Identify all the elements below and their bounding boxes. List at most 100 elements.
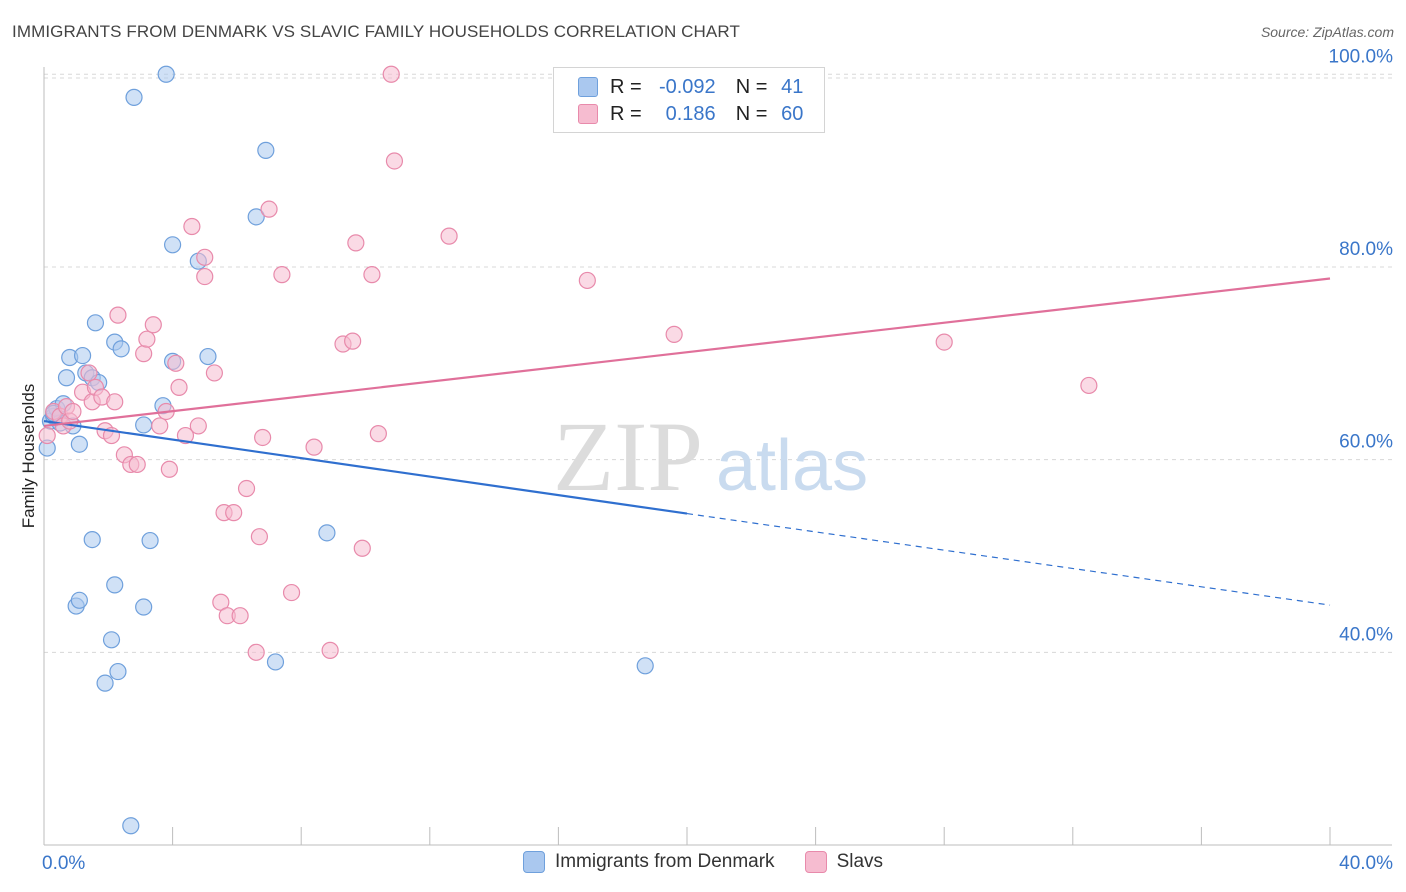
slavs-point <box>205 364 223 382</box>
slavs-point <box>321 641 339 659</box>
n-label: N = <box>735 102 768 125</box>
slavs-point <box>106 393 124 411</box>
slavs-point <box>160 460 178 478</box>
denmark-swatch <box>522 851 545 873</box>
slavs-trend-line <box>43 277 1331 428</box>
slavs-swatch <box>804 851 827 873</box>
watermark: ZIP atlas <box>553 401 868 512</box>
denmark-point <box>135 416 153 434</box>
denmark-point <box>157 65 175 83</box>
slavs-point <box>144 316 162 334</box>
denmark-point <box>636 657 654 675</box>
denmark-point <box>199 347 217 366</box>
denmark-trend-extension <box>686 512 1331 606</box>
slavs-point <box>382 65 400 83</box>
denmark-point <box>86 314 105 332</box>
trend-lines <box>43 277 1331 606</box>
y-tick-label: 60.0% <box>1339 432 1393 453</box>
r-value: 0.186 <box>665 102 716 125</box>
legend-item-slavs[interactable]: Slavs <box>804 851 884 873</box>
y-tick-label: 40.0% <box>1339 624 1393 645</box>
slavs-point <box>183 217 201 236</box>
denmark-point <box>141 531 159 550</box>
denmark-point <box>109 662 127 681</box>
slavs-point <box>151 417 169 435</box>
r-label: R = <box>610 102 642 125</box>
slavs-point <box>369 425 387 443</box>
slavs-point <box>176 426 195 445</box>
slavs-point <box>260 200 278 218</box>
r-label: R = <box>610 75 642 98</box>
denmark-point <box>112 340 130 358</box>
denmark-point <box>318 524 336 542</box>
data-points <box>38 65 1098 835</box>
x-tick-label: 40.0% <box>1339 853 1393 874</box>
denmark-point <box>106 576 124 594</box>
slavs-point <box>305 438 323 456</box>
slavs-point <box>64 402 82 421</box>
series-legend: Immigrants from Denmark Slavs <box>0 851 1406 873</box>
denmark-swatch <box>578 77 598 97</box>
slavs-swatch <box>578 104 598 124</box>
legend-label-slavs: Slavs <box>836 851 884 872</box>
slavs-point <box>385 152 404 170</box>
denmark-point <box>70 591 88 609</box>
denmark-point <box>164 236 182 254</box>
slavs-point <box>250 528 269 546</box>
n-label: N = <box>735 75 768 98</box>
slavs-point <box>135 345 153 363</box>
slavs-point <box>128 455 146 474</box>
slavs-point <box>138 330 156 348</box>
slavs-point <box>344 332 362 350</box>
slavs-point <box>935 333 953 351</box>
slavs-point <box>353 539 371 557</box>
denmark-point <box>247 208 265 226</box>
denmark-point <box>73 346 92 365</box>
denmark-point <box>57 369 76 387</box>
grid <box>44 73 1392 653</box>
denmark-point <box>266 653 285 671</box>
y-tick-label: 100.0% <box>1329 46 1394 67</box>
slavs-point <box>196 267 214 286</box>
slavs-point <box>282 583 301 602</box>
slavs-point <box>237 479 256 498</box>
n-value: 41 <box>781 75 804 98</box>
slavs-point <box>247 643 265 661</box>
slavs-point <box>440 227 458 245</box>
n-value: 60 <box>781 102 804 125</box>
denmark-point <box>122 817 140 835</box>
stats-row-denmark: R = -0.092 N = 41 <box>578 73 803 101</box>
denmark-point <box>135 598 153 616</box>
denmark-point <box>83 530 101 549</box>
x-tick-label: 0.0% <box>42 853 85 874</box>
slavs-point <box>363 266 381 284</box>
slavs-point <box>170 378 188 396</box>
denmark-point <box>70 435 88 453</box>
slavs-point <box>273 266 291 284</box>
denmark-point <box>96 674 114 692</box>
chart-title: IMMIGRANTS FROM DENMARK VS SLAVIC FAMILY… <box>12 22 740 41</box>
slavs-point <box>347 234 365 252</box>
legend-label-denmark: Immigrants from Denmark <box>554 851 775 872</box>
denmark-point <box>125 88 143 106</box>
denmark-trend-line <box>43 420 688 515</box>
slavs-point <box>196 248 214 266</box>
source-label: Source: ZipAtlas.com <box>1260 24 1394 40</box>
legend-item-denmark[interactable]: Immigrants from Denmark <box>522 851 775 873</box>
tick-labels: 100.0% 80.0% 60.0% 40.0% 0.0% 40.0% <box>42 46 1393 874</box>
slavs-point <box>1080 376 1098 395</box>
slavs-point <box>80 364 98 382</box>
slavs-point <box>231 607 249 625</box>
slavs-point <box>578 271 596 290</box>
y-tick-label: 80.0% <box>1339 239 1393 260</box>
denmark-point <box>257 141 275 159</box>
slavs-point <box>38 426 56 445</box>
stats-row-slavs: R = 0.186 N = 60 <box>578 100 803 128</box>
slavs-point <box>167 354 185 372</box>
slavs-point <box>254 428 272 447</box>
slavs-point <box>189 417 207 435</box>
slavs-point <box>109 306 127 324</box>
r-value: -0.092 <box>658 75 716 98</box>
slavs-point <box>225 504 243 522</box>
